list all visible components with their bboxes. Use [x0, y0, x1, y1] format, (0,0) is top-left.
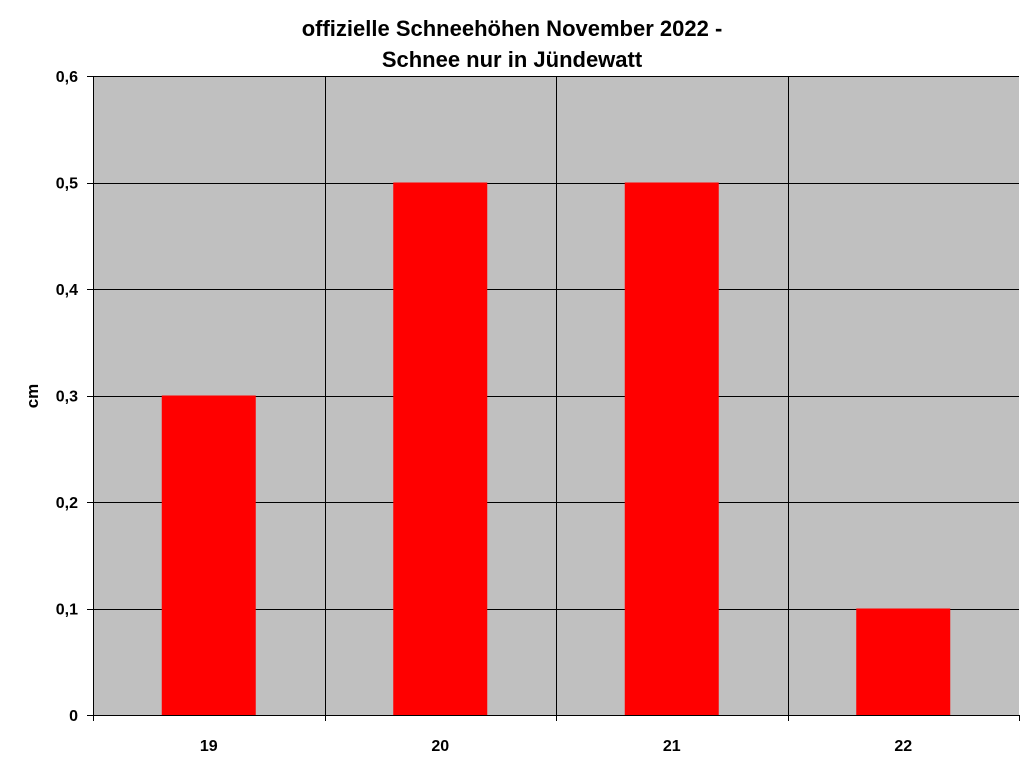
bar-22	[856, 608, 951, 715]
chart-title-line-1: offizielle Schneehöhen November 2022 -	[301, 16, 723, 41]
y-tick-label: 0,5	[56, 176, 78, 193]
bar-19	[161, 395, 256, 715]
x-tick-label: 19	[200, 738, 218, 755]
bars	[161, 182, 951, 715]
x-tick-labels: 19 20 21 22	[200, 738, 912, 755]
bar-21	[624, 182, 719, 715]
x-tick-label: 21	[663, 738, 681, 755]
y-tick-label: 0,1	[56, 602, 78, 619]
y-axis-title: cm	[23, 384, 42, 409]
chart-title-line-2: Schnee nur in Jündewatt	[381, 47, 643, 72]
y-tick-labels: 0 0,1 0,2 0,3 0,4 0,5 0,6	[56, 69, 78, 725]
y-tick-label: 0,6	[56, 69, 78, 86]
y-tick-label: 0	[69, 708, 78, 725]
y-tick-label: 0,2	[56, 495, 78, 512]
x-tick-label: 20	[431, 738, 449, 755]
y-tick-label: 0,4	[56, 282, 78, 299]
bar-20	[393, 182, 488, 715]
x-tick-label: 22	[894, 738, 912, 755]
axes	[87, 76, 1020, 721]
y-tick-label: 0,3	[56, 389, 78, 406]
